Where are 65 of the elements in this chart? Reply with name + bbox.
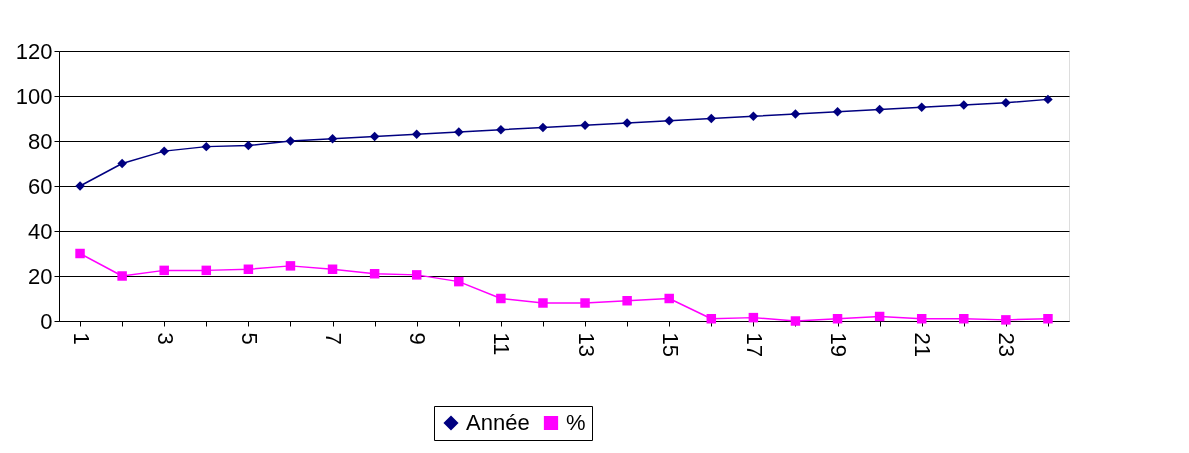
point — [664, 116, 674, 126]
point — [580, 298, 590, 308]
x-tick-label: 5 — [236, 332, 262, 345]
point — [369, 269, 380, 279]
point — [496, 125, 506, 135]
point — [874, 104, 885, 115]
legend-label: Année — [466, 410, 530, 435]
point — [411, 129, 422, 139]
point — [454, 276, 464, 287]
point — [622, 296, 632, 306]
point — [748, 111, 759, 121]
point — [201, 265, 212, 276]
point — [327, 264, 338, 274]
y-tick-label: 0 — [40, 308, 53, 334]
point — [1043, 94, 1053, 105]
point — [538, 122, 548, 133]
legend-label: % — [566, 410, 586, 435]
point — [327, 134, 338, 144]
point — [874, 311, 885, 322]
y-tick-label: 80 — [28, 128, 53, 154]
point — [159, 146, 169, 156]
point — [748, 312, 759, 323]
point — [1043, 314, 1053, 324]
point — [243, 264, 254, 274]
point — [790, 109, 801, 119]
y-tick-label: 100 — [15, 83, 53, 109]
x-tick-label: 15 — [657, 332, 683, 357]
y-tick-label: 40 — [28, 218, 53, 244]
point — [201, 141, 212, 152]
point — [916, 314, 927, 324]
point — [959, 314, 969, 324]
x-tick-label: 19 — [826, 332, 852, 357]
point — [117, 158, 127, 169]
point — [916, 102, 927, 112]
y-tick-label: 20 — [28, 263, 53, 289]
point — [285, 261, 296, 271]
point — [75, 248, 85, 259]
point — [1001, 98, 1011, 108]
x-tick-label: 9 — [405, 332, 431, 345]
x-tick-label: 23 — [994, 332, 1020, 357]
point — [117, 271, 127, 281]
y-tick-label: 120 — [15, 38, 53, 64]
x-tick-label: 17 — [741, 332, 767, 357]
point — [496, 293, 506, 304]
point — [1001, 315, 1011, 325]
point — [664, 293, 674, 304]
point — [706, 113, 717, 124]
x-tick-label: 21 — [910, 332, 936, 357]
point — [706, 314, 717, 324]
point — [580, 120, 590, 130]
point — [369, 131, 380, 142]
y-tick-label: 60 — [28, 173, 53, 199]
point — [159, 265, 169, 276]
x-tick-label: 13 — [573, 332, 599, 357]
point — [285, 136, 296, 146]
point — [538, 298, 548, 308]
point — [790, 316, 801, 326]
x-tick-label: 11 — [489, 332, 515, 356]
point — [243, 140, 254, 151]
x-tick-label: 7 — [321, 332, 347, 345]
point — [832, 107, 843, 117]
point — [832, 314, 843, 324]
x-tick-label: 1 — [68, 332, 94, 345]
x-tick-label: 3 — [152, 332, 178, 345]
point — [411, 270, 422, 280]
